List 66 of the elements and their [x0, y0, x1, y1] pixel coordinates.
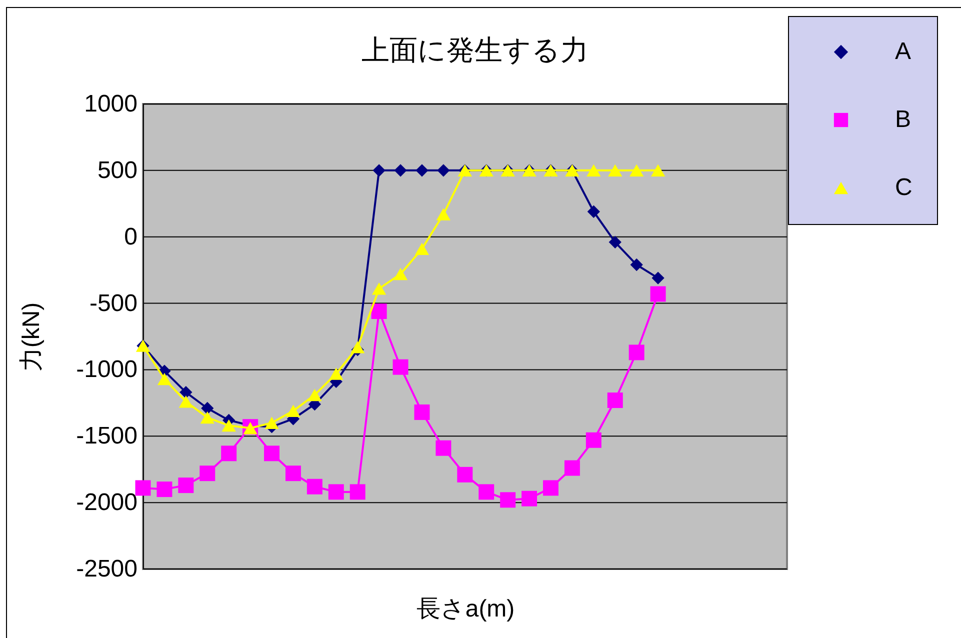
point — [178, 478, 194, 494]
point — [350, 341, 365, 354]
point — [607, 392, 623, 408]
point — [652, 272, 664, 284]
point — [180, 386, 192, 399]
point — [350, 484, 366, 500]
point — [286, 404, 300, 418]
point — [542, 480, 558, 496]
point — [243, 422, 258, 434]
point — [586, 164, 601, 177]
point — [608, 164, 622, 177]
point — [522, 490, 538, 506]
point — [329, 368, 344, 380]
point — [308, 388, 322, 402]
y-tick-label: 0 — [124, 223, 138, 250]
point — [221, 446, 237, 462]
point — [650, 164, 666, 177]
point — [436, 440, 452, 456]
point — [264, 416, 279, 429]
y-tick-label: 500 — [97, 156, 138, 184]
point — [586, 432, 602, 448]
point — [371, 304, 387, 320]
point — [564, 460, 580, 476]
point — [135, 480, 151, 496]
point — [394, 164, 407, 177]
point — [372, 164, 386, 177]
point — [306, 478, 322, 494]
point — [200, 411, 214, 424]
point — [630, 258, 643, 272]
legend-label: B — [895, 106, 912, 133]
point — [414, 242, 430, 255]
point — [157, 372, 172, 386]
x-axis-title: 長さa(m) — [416, 596, 515, 622]
point — [500, 492, 516, 508]
point — [264, 446, 280, 462]
point — [478, 484, 494, 500]
y-tick-label: 1000 — [84, 90, 138, 118]
point — [285, 466, 301, 482]
point — [416, 164, 428, 177]
point — [437, 164, 450, 177]
point — [650, 286, 666, 302]
y-tick-label: -1000 — [76, 356, 138, 384]
y-tick-label: -500 — [89, 290, 138, 317]
y-axis-title: 力(kN) — [18, 302, 46, 372]
point — [587, 205, 600, 218]
point — [630, 164, 644, 177]
point — [156, 482, 172, 498]
y-tick-label: -2500 — [76, 556, 138, 582]
point — [628, 344, 644, 360]
point — [200, 466, 216, 482]
point — [414, 404, 430, 420]
point — [608, 236, 622, 248]
point — [222, 419, 236, 432]
point — [436, 208, 451, 220]
point — [328, 484, 344, 500]
point — [393, 268, 408, 280]
point — [392, 359, 408, 375]
legend-label: C — [895, 174, 912, 201]
point — [178, 395, 193, 408]
point — [372, 282, 386, 295]
point — [457, 466, 473, 482]
chart-title: 上面に発生する力 — [362, 34, 588, 66]
legend-label: A — [895, 38, 912, 65]
point — [201, 402, 214, 415]
y-tick-label: -2000 — [76, 489, 138, 516]
y-tick-label: -1500 — [76, 422, 138, 450]
